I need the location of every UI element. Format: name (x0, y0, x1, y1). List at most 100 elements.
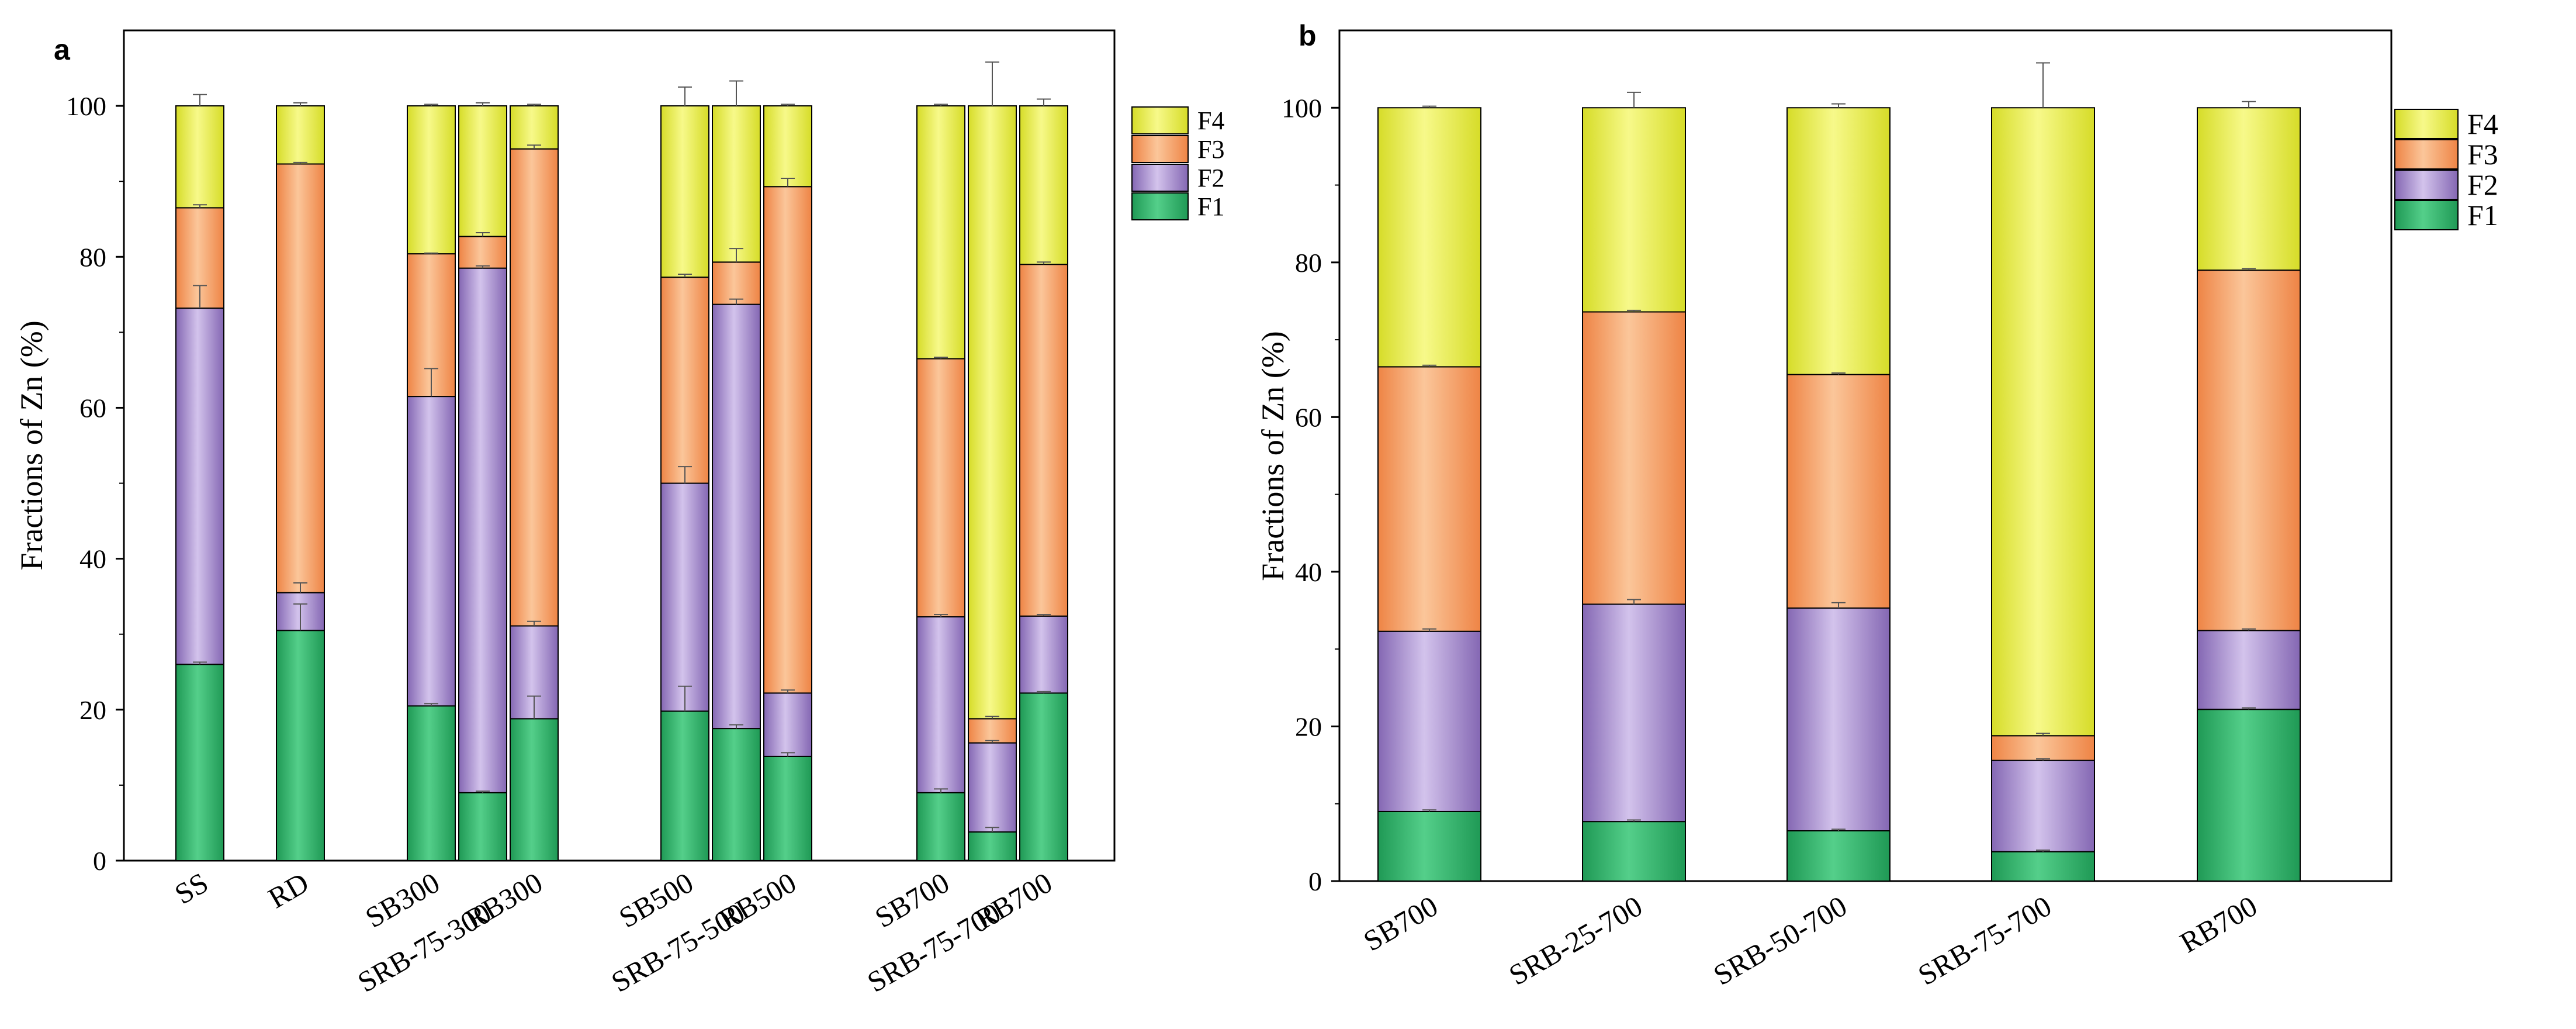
bar-srb-75-700-f4 (1991, 107, 2095, 737)
error-bar-srb-75-700-f2 (2036, 758, 2050, 761)
panel-b-y-tick-label: 0 (1308, 866, 1322, 896)
error-bar-rb300-f4 (527, 103, 541, 106)
bar-srb-50-700-f1 (1786, 830, 1891, 882)
legend-label-f2: F2 (1197, 164, 1224, 192)
error-bar-srb-75-700-f1 (2036, 850, 2050, 852)
bar-srb-50-700-f3 (1786, 374, 1891, 609)
error-bar-sb500-f2 (678, 466, 692, 484)
bar-srb-75-700-f4 (968, 105, 1017, 720)
error-bar-rd-f1 (293, 603, 307, 631)
error-bar-srb-25-700-f2 (1627, 599, 1641, 605)
bar-srb-75-300-f3 (458, 236, 507, 269)
legend-item-f4: F4 (1131, 106, 1224, 135)
legend-item-f3: F3 (2394, 138, 2498, 171)
legend-swatch-f2 (1131, 164, 1189, 192)
error-bar-srb-50-700-f1 (1831, 828, 1846, 831)
error-bar-sb700-f4 (934, 103, 948, 106)
error-bar-srb-25-700-f1 (1627, 819, 1641, 822)
panel-b-x-labels: SB700 SRB-25-700 SRB-50-700 SRB-75-700 RB700 (1358, 889, 2263, 992)
panel-a-y-axis-label: Fractions of Zn (%) (14, 320, 49, 570)
error-bar-srb-75-700-f2 (985, 740, 999, 743)
error-bar-srb-75-500-f4 (729, 80, 743, 106)
bar-srb-75-500-f1 (712, 728, 761, 862)
bar-srb-75-300-f4 (458, 105, 507, 237)
bar-sb500-f3 (660, 277, 709, 484)
error-bar-srb-75-700-f4 (985, 61, 999, 106)
bar-srb-75-700-f1 (968, 831, 1017, 861)
bar-sb700-f1 (1377, 810, 1481, 882)
panel-b-letter: b (1299, 19, 1317, 52)
panel-a-bars (175, 105, 1068, 862)
error-bar-ss-f1 (193, 661, 207, 665)
bar-srb-75-700-f1 (1991, 851, 2095, 882)
bar-srb-75-300-f2 (458, 267, 507, 793)
error-bar-srb-75-500-f2 (729, 298, 743, 305)
legend-item-f4: F4 (2394, 108, 2498, 140)
bar-rb700-f1 (2197, 709, 2301, 882)
legend-swatch-f2 (2394, 170, 2459, 200)
panel-b-y-tick-label: 100 (1282, 93, 1322, 123)
panel-a-y-tick-label: 80 (79, 242, 106, 272)
bar-srb-25-700-f1 (1582, 821, 1686, 882)
legend-label-f3: F3 (2467, 138, 2498, 171)
legend-label-f2: F2 (2467, 168, 2498, 201)
legend-label-f3: F3 (1197, 135, 1224, 164)
x-label-srb-75-700: SRB-75-700 (1913, 889, 2057, 992)
error-bar-srb-50-700-f3 (1831, 372, 1846, 375)
error-bar-rb500-f2 (781, 689, 795, 693)
panel-b-error-bars (1422, 62, 2256, 852)
error-bar-sb700-f3 (1422, 364, 1436, 367)
error-bar-rb500-f3 (781, 178, 795, 187)
error-bar-sb700-f1 (1422, 809, 1436, 812)
bar-ss-f4 (175, 105, 224, 209)
error-bar-srb-75-700-f1 (985, 827, 999, 832)
bar-sb700-f2 (916, 616, 965, 793)
error-bar-rd-f3 (293, 161, 307, 164)
bar-srb-75-300-f1 (458, 792, 507, 862)
x-label-sb700: SB700 (1358, 889, 1443, 958)
bar-sb700-f3 (1377, 366, 1481, 632)
x-label-srb-50-700: SRB-50-700 (1708, 889, 1853, 992)
bar-srb-50-700-f2 (1786, 607, 1891, 832)
bar-sb700-f2 (1377, 630, 1481, 812)
error-bar-sb700-f1 (934, 788, 948, 793)
error-bar-sb500-f1 (678, 685, 692, 712)
bar-srb-75-700-f3 (968, 718, 1017, 744)
bar-rb500-f2 (763, 692, 812, 757)
legend-swatch-f1 (2394, 200, 2459, 230)
legend-swatch-f1 (1131, 192, 1189, 220)
error-bar-rb700-f1 (1037, 690, 1051, 693)
error-bar-ss-f2 (193, 285, 207, 309)
bar-sb300-f2 (407, 396, 456, 707)
bar-srb-75-500-f3 (712, 261, 761, 305)
error-bar-sb700-f2 (934, 614, 948, 617)
bar-rb300-f4 (510, 105, 559, 150)
panel-a-letter: a (54, 33, 71, 66)
error-bar-rd-f4 (293, 102, 307, 106)
bar-srb-75-500-f4 (712, 105, 761, 263)
bar-sb700-f4 (1377, 107, 1481, 368)
x-label-srb-25-700: SRB-25-700 (1504, 889, 1648, 992)
bar-ss-f2 (175, 308, 224, 665)
error-bar-rb700-f4 (1037, 98, 1051, 106)
error-bar-rb700-f2 (2242, 628, 2256, 631)
bar-sb700-f3 (916, 358, 965, 618)
error-bar-sb700-f2 (1422, 628, 1436, 631)
legend-item-f3: F3 (1131, 135, 1224, 164)
panel-a-y-tick-label: 40 (79, 544, 106, 574)
panel-b-y-tick-label: 20 (1295, 712, 1322, 741)
error-bar-srb-75-500-f1 (729, 724, 743, 729)
panel-b-y-tick-label: 60 (1295, 402, 1322, 432)
panel-b-y-axis-label: Fractions of Zn (%) (1255, 331, 1290, 581)
legend-swatch-f3 (1131, 135, 1189, 163)
panel-a-plot-frame (123, 29, 1116, 862)
bar-srb-25-700-f3 (1582, 311, 1686, 605)
bar-rd-f3 (276, 163, 325, 593)
error-bar-srb-75-700-f4 (2036, 62, 2050, 108)
legend-label-f1: F1 (2467, 199, 2498, 232)
panel-b-y-tick-label: 40 (1295, 557, 1322, 587)
bar-srb-75-700-f2 (1991, 759, 2095, 852)
